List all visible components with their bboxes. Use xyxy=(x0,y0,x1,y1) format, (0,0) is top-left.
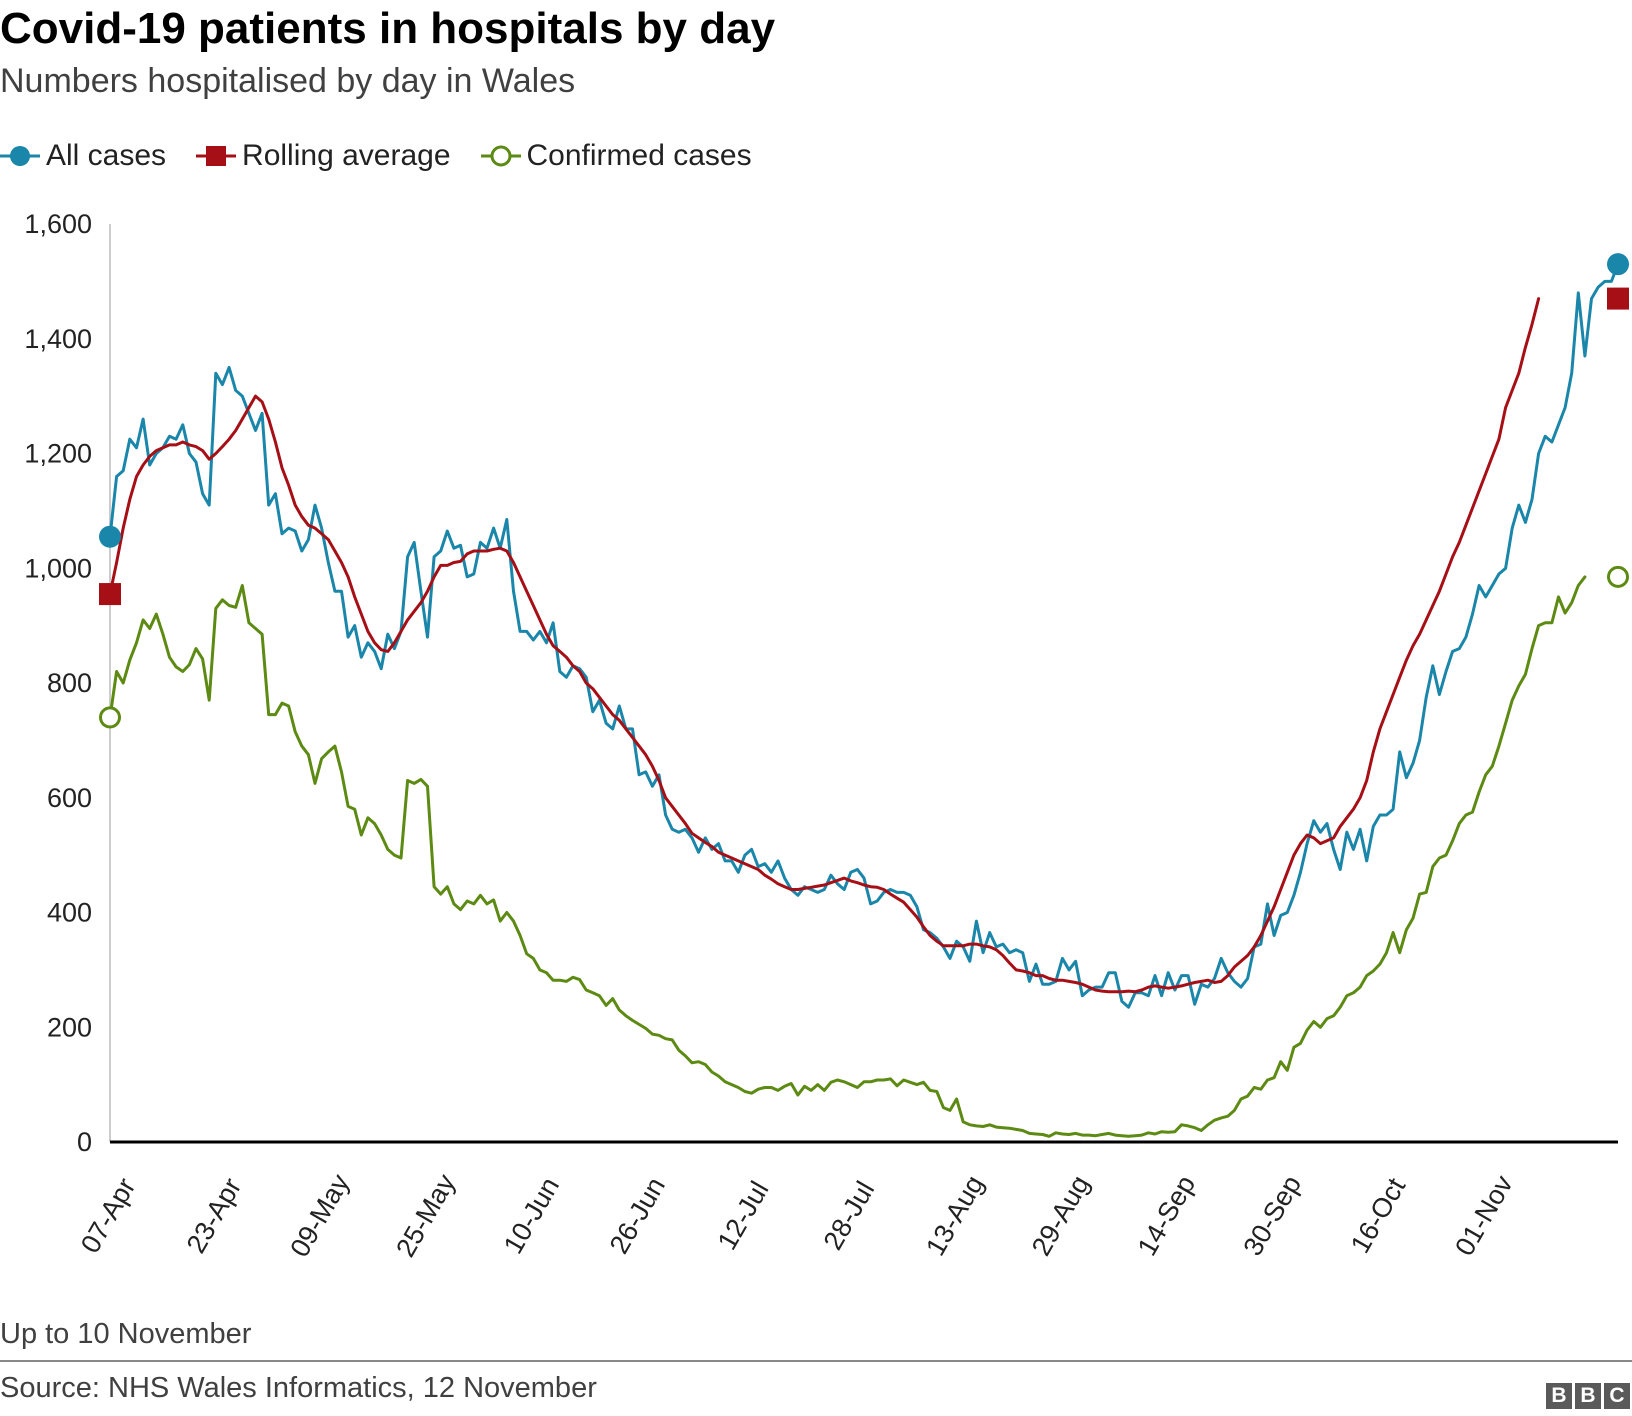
logo-letter: C xyxy=(1604,1383,1630,1409)
marker-confirmed-cases-start xyxy=(99,706,121,729)
logo-letter: B xyxy=(1546,1383,1572,1409)
x-tick-label: 14-Sep xyxy=(1132,1170,1202,1260)
marker-all-cases-end xyxy=(1607,253,1629,276)
marker-all-cases-start xyxy=(99,525,121,548)
x-tick-label: 12-Jul xyxy=(712,1176,775,1255)
y-tick-label: 1,400 xyxy=(24,324,92,354)
x-tick-label: 29-Aug xyxy=(1026,1170,1096,1260)
x-tick-label: 25-May xyxy=(390,1169,461,1262)
x-tick-label: 13-Aug xyxy=(920,1170,990,1260)
footer-divider xyxy=(0,1360,1632,1362)
y-tick-label: 1,600 xyxy=(24,209,92,239)
legend-item-confirmed-cases[interactable]: Confirmed cases xyxy=(480,139,752,173)
chart-note: Up to 10 November xyxy=(0,1318,252,1350)
x-tick-label: 09-May xyxy=(284,1169,355,1262)
source-text: Source: NHS Wales Informatics, 12 Novemb… xyxy=(0,1372,597,1404)
marker-confirmed-cases-end xyxy=(1607,565,1629,588)
series-line-confirmed-cases xyxy=(108,575,1587,1138)
filled-square-icon xyxy=(196,146,237,166)
filled-circle-icon xyxy=(0,146,40,166)
open-circle-icon xyxy=(480,145,521,167)
legend-label: Rolling average xyxy=(242,139,451,172)
y-tick-label: 800 xyxy=(47,668,92,698)
legend-item-all-cases[interactable]: All cases xyxy=(0,139,166,173)
y-tick-label: 400 xyxy=(47,898,92,928)
series-line-rolling-average xyxy=(108,297,1541,994)
legend-item-rolling-average[interactable]: Rolling average xyxy=(196,139,451,173)
x-tick-label: 07-Apr xyxy=(75,1173,142,1258)
series-line-all-cases xyxy=(108,262,1620,1009)
x-tick-label: 26-Jun xyxy=(604,1172,671,1259)
legend-label: All cases xyxy=(46,139,167,172)
y-tick-label: 1,000 xyxy=(24,553,92,583)
chart-title: Covid-19 patients in hospitals by day xyxy=(0,4,776,53)
bbc-logo: B B C xyxy=(1543,1383,1630,1409)
marker-rolling-average-end xyxy=(1607,287,1629,310)
y-tick-label: 0 xyxy=(77,1127,92,1157)
x-tick-label: 28-Jul xyxy=(818,1176,881,1255)
line-chart: 0 200 400 600 800 1,000 1,200 1,400 1,600 07-Apr 2… xyxy=(24,209,1629,1262)
x-tick-label: 30-Sep xyxy=(1238,1170,1308,1260)
y-tick-label: 600 xyxy=(47,783,92,813)
x-tick-label: 01-Nov xyxy=(1449,1170,1519,1261)
y-tick-label: 1,200 xyxy=(24,439,92,469)
x-tick-label: 10-Jun xyxy=(498,1172,565,1259)
logo-letter: B xyxy=(1575,1383,1601,1409)
legend: All cases Rolling average Confirmed case… xyxy=(0,136,782,176)
x-tick-label: 16-Oct xyxy=(1345,1172,1412,1258)
marker-rolling-average-start xyxy=(99,583,121,606)
legend-label: Confirmed cases xyxy=(526,139,752,172)
chart-subtitle: Numbers hospitalised by day in Wales xyxy=(0,62,576,100)
y-tick-label: 200 xyxy=(47,1012,92,1042)
x-tick-label: 23-Apr xyxy=(181,1173,248,1258)
